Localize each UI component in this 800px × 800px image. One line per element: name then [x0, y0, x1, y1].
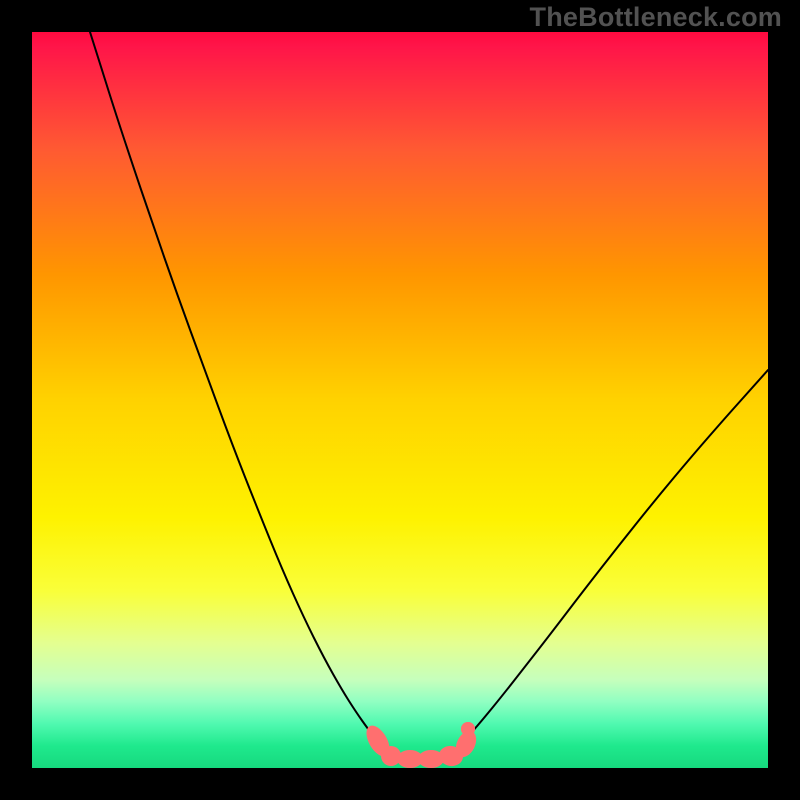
plot-area — [32, 32, 768, 768]
chart-frame: TheBottleneck.com — [0, 0, 800, 800]
watermark-label: TheBottleneck.com — [530, 2, 782, 33]
bottleneck-curve-chart — [0, 0, 800, 800]
